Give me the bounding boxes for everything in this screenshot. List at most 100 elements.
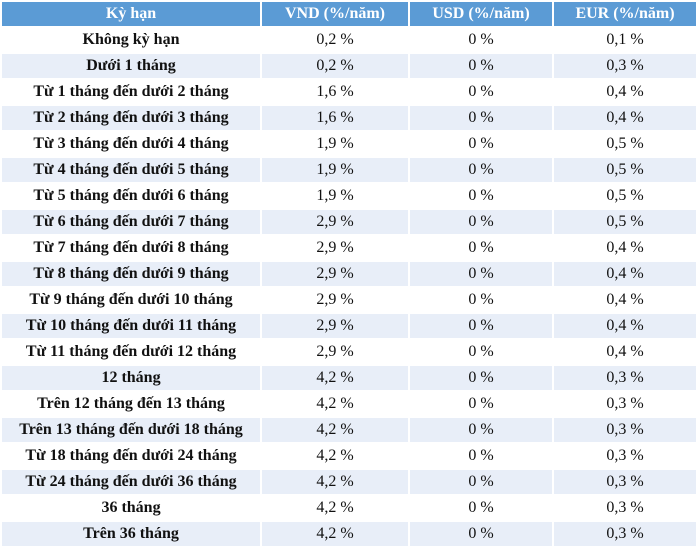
cell-usd: 0 % [410, 262, 552, 286]
cell-eur: 0,3 % [554, 392, 696, 416]
cell-usd: 0 % [410, 28, 552, 52]
cell-vnd: 4,2 % [262, 522, 408, 546]
cell-usd: 0 % [410, 392, 552, 416]
cell-usd: 0 % [410, 132, 552, 156]
cell-vnd: 2,9 % [262, 340, 408, 364]
cell-term: Từ 3 tháng đến dưới 4 tháng [2, 132, 260, 156]
cell-usd: 0 % [410, 184, 552, 208]
table-row: Từ 2 tháng đến dưới 3 tháng 1,6 % 0 % 0,4 % [2, 106, 696, 130]
cell-term: Từ 8 tháng đến dưới 9 tháng [2, 262, 260, 286]
cell-eur: 0,3 % [554, 54, 696, 78]
cell-vnd: 4,2 % [262, 496, 408, 520]
cell-vnd: 1,9 % [262, 158, 408, 182]
cell-vnd: 4,2 % [262, 392, 408, 416]
cell-usd: 0 % [410, 54, 552, 78]
cell-term: Dưới 1 tháng [2, 54, 260, 78]
cell-term: Từ 1 tháng đến dưới 2 tháng [2, 80, 260, 104]
cell-usd: 0 % [410, 80, 552, 104]
cell-eur: 0,5 % [554, 184, 696, 208]
table-row: Từ 18 tháng đến dưới 24 tháng 4,2 % 0 % 0,3… [2, 444, 696, 468]
cell-usd: 0 % [410, 444, 552, 468]
cell-term: Từ 9 tháng đến dưới 10 tháng [2, 288, 260, 312]
cell-term: Trên 36 tháng [2, 522, 260, 546]
cell-vnd: 1,9 % [262, 132, 408, 156]
cell-usd: 0 % [410, 236, 552, 260]
cell-eur: 0,5 % [554, 158, 696, 182]
cell-usd: 0 % [410, 470, 552, 494]
cell-vnd: 2,9 % [262, 262, 408, 286]
cell-term: Từ 18 tháng đến dưới 24 tháng [2, 444, 260, 468]
cell-term: Từ 4 tháng đến dưới 5 tháng [2, 158, 260, 182]
cell-eur: 0,4 % [554, 80, 696, 104]
cell-eur: 0,4 % [554, 314, 696, 338]
cell-eur: 0,3 % [554, 444, 696, 468]
cell-term: 12 tháng [2, 366, 260, 390]
table-row: Trên 12 tháng đến 13 tháng 4,2 % 0 % 0,3 % [2, 392, 696, 416]
cell-eur: 0,1 % [554, 28, 696, 52]
table-row: Từ 3 tháng đến dưới 4 tháng 1,9 % 0 % 0,5 % [2, 132, 696, 156]
cell-term: Trên 12 tháng đến 13 tháng [2, 392, 260, 416]
table-row: Từ 8 tháng đến dưới 9 tháng 2,9 % 0 % 0,4 % [2, 262, 696, 286]
cell-vnd: 4,2 % [262, 444, 408, 468]
cell-usd: 0 % [410, 106, 552, 130]
table-row: Không kỳ hạn 0,2 % 0 % 0,1 % [2, 28, 696, 52]
cell-vnd: 1,6 % [262, 80, 408, 104]
cell-vnd: 0,2 % [262, 28, 408, 52]
table-row: Từ 6 tháng đến dưới 7 tháng 2,9 % 0 % 0,5 % [2, 210, 696, 234]
cell-usd: 0 % [410, 210, 552, 234]
header-vnd: VND (%/năm) [262, 2, 408, 26]
cell-eur: 0,3 % [554, 418, 696, 442]
header-row: Kỳ hạn VND (%/năm) USD (%/năm) EUR (%/nă… [2, 2, 696, 26]
cell-vnd: 2,9 % [262, 210, 408, 234]
header-usd: USD (%/năm) [410, 2, 552, 26]
cell-term: Không kỳ hạn [2, 28, 260, 52]
cell-usd: 0 % [410, 418, 552, 442]
cell-usd: 0 % [410, 340, 552, 364]
table-row: Từ 24 tháng đến dưới 36 tháng 4,2 % 0 % 0,3… [2, 470, 696, 494]
table-row: Từ 1 tháng đến dưới 2 tháng 1,6 % 0 % 0,4 % [2, 80, 696, 104]
cell-vnd: 4,2 % [262, 470, 408, 494]
table-row: Trên 36 tháng 4,2 % 0 % 0,3 % [2, 522, 696, 546]
table-row: Từ 10 tháng đến dưới 11 tháng 2,9 % 0 % 0,4… [2, 314, 696, 338]
cell-usd: 0 % [410, 288, 552, 312]
cell-term: Từ 11 tháng đến dưới 12 tháng [2, 340, 260, 364]
table-row: Từ 5 tháng đến dưới 6 tháng 1,9 % 0 % 0,5 % [2, 184, 696, 208]
cell-eur: 0,4 % [554, 236, 696, 260]
table-row: Từ 9 tháng đến dưới 10 tháng 2,9 % 0 % 0,4 … [2, 288, 696, 312]
header-term: Kỳ hạn [2, 2, 260, 26]
cell-vnd: 4,2 % [262, 366, 408, 390]
cell-term: Từ 7 tháng đến dưới 8 tháng [2, 236, 260, 260]
cell-eur: 0,3 % [554, 366, 696, 390]
cell-eur: 0,4 % [554, 340, 696, 364]
header-eur: EUR (%/năm) [554, 2, 696, 26]
table-row: Trên 13 tháng đến dưới 18 tháng 4,2 % 0 % 0… [2, 418, 696, 442]
cell-eur: 0,4 % [554, 262, 696, 286]
cell-term: Trên 13 tháng đến dưới 18 tháng [2, 418, 260, 442]
table-row: Từ 7 tháng đến dưới 8 tháng 2,9 % 0 % 0,4 % [2, 236, 696, 260]
cell-vnd: 4,2 % [262, 418, 408, 442]
cell-vnd: 1,6 % [262, 106, 408, 130]
cell-vnd: 1,9 % [262, 184, 408, 208]
cell-usd: 0 % [410, 314, 552, 338]
cell-term: Từ 6 tháng đến dưới 7 tháng [2, 210, 260, 234]
cell-vnd: 2,9 % [262, 314, 408, 338]
cell-eur: 0,5 % [554, 210, 696, 234]
cell-term: Từ 24 tháng đến dưới 36 tháng [2, 470, 260, 494]
cell-usd: 0 % [410, 158, 552, 182]
table-row: 36 tháng 4,2 % 0 % 0,3 % [2, 496, 696, 520]
table-row: Từ 11 tháng đến dưới 12 tháng 2,9 % 0 % 0,4… [2, 340, 696, 364]
cell-eur: 0,5 % [554, 132, 696, 156]
cell-eur: 0,4 % [554, 106, 696, 130]
cell-term: Từ 2 tháng đến dưới 3 tháng [2, 106, 260, 130]
cell-vnd: 2,9 % [262, 288, 408, 312]
cell-eur: 0,3 % [554, 522, 696, 546]
cell-term: Từ 10 tháng đến dưới 11 tháng [2, 314, 260, 338]
table-row: Dưới 1 tháng 0,2 % 0 % 0,3 % [2, 54, 696, 78]
cell-eur: 0,4 % [554, 288, 696, 312]
cell-usd: 0 % [410, 366, 552, 390]
table-body: Không kỳ hạn 0,2 % 0 % 0,1 % Dưới 1 tháng 0,2… [2, 28, 696, 546]
table-header: Kỳ hạn VND (%/năm) USD (%/năm) EUR (%/nă… [2, 2, 696, 26]
table-row: 12 tháng 4,2 % 0 % 0,3 % [2, 366, 696, 390]
cell-usd: 0 % [410, 496, 552, 520]
